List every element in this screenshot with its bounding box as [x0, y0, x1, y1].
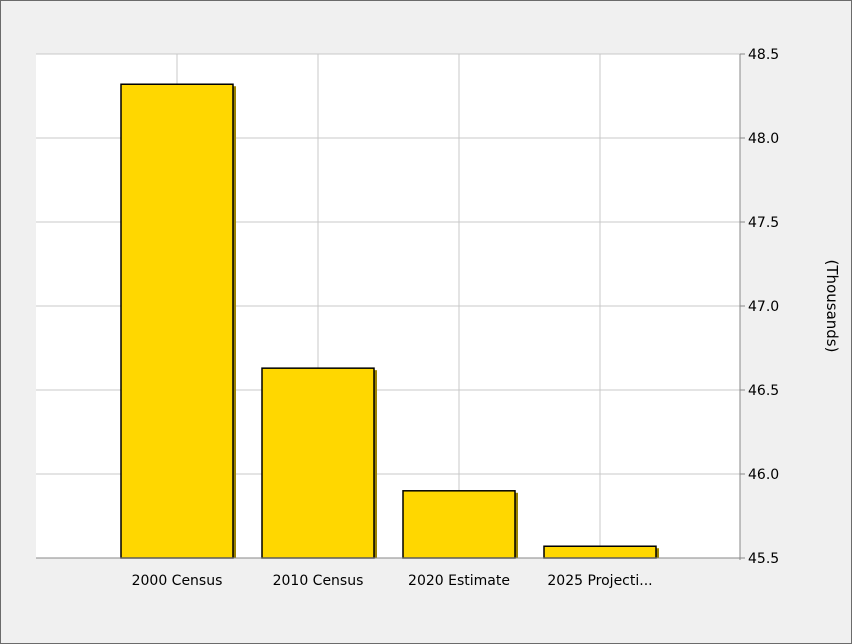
bar — [543, 545, 657, 559]
bar-3 — [402, 490, 518, 559]
x-tick-label: 2020 Estimate — [408, 573, 510, 589]
y-tick-label: 46.5 — [748, 383, 779, 399]
bar — [120, 83, 234, 559]
bar — [261, 367, 375, 559]
y-tick-label: 45.5 — [748, 551, 779, 567]
bar-4 — [543, 545, 659, 559]
y-tick-labels: 45.5 46.0 46.5 47.0 47.5 48.0 48.5 — [748, 47, 779, 567]
x-tick-label: 2025 Projecti... — [547, 573, 652, 589]
x-tick-label: 2000 Census — [132, 573, 223, 589]
y-tick-label: 47.0 — [748, 299, 779, 315]
bar — [402, 490, 516, 559]
y-tick-label: 46.0 — [748, 467, 779, 483]
y-tick-label: 48.5 — [748, 47, 779, 63]
bar-2 — [261, 367, 377, 559]
y-tick-label: 48.0 — [748, 131, 779, 147]
x-tick-labels: 2000 Census 2010 Census 2020 Estimate 2025 … — [132, 573, 653, 589]
x-tick-label: 2010 Census — [273, 573, 364, 589]
bar-1 — [120, 83, 236, 559]
y-axis-title: (Thousands) — [823, 260, 841, 353]
bars — [120, 83, 659, 559]
y-tick-label: 47.5 — [748, 215, 779, 231]
